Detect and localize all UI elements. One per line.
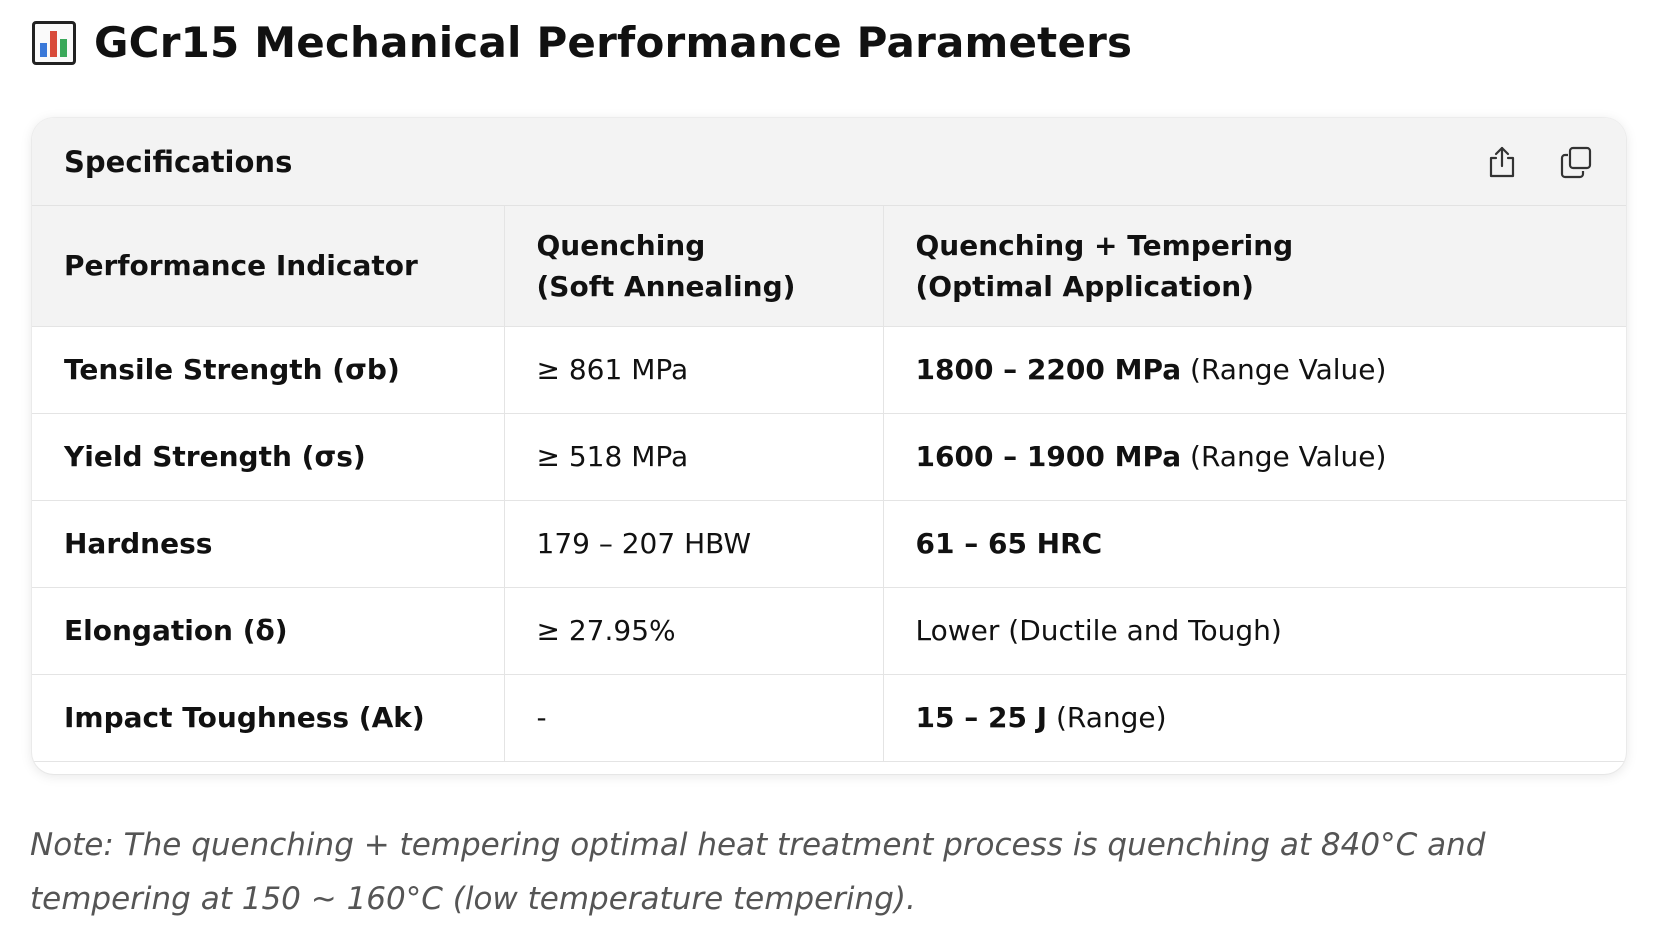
share-icon[interactable]	[1484, 144, 1520, 180]
table-row: Tensile Strength (σb) ≥ 861 MPa 1800 – 2…	[32, 326, 1626, 414]
table-row: Hardness 179 – 207 HBW 61 – 65 HRC	[32, 500, 1626, 588]
specifications-card: Specifications Performance Indicator Que…	[32, 118, 1626, 774]
table-row: Impact Toughness (Ak) - 15 – 25 J (Range…	[32, 674, 1626, 762]
annealed-value-cell: ≥ 518 MPa	[504, 413, 884, 501]
annealed-value-cell: ≥ 27.95%	[504, 587, 884, 675]
header-quenching-tempering: Quenching + Tempering (Optimal Applicatio…	[883, 206, 1626, 327]
indicator-cell: Elongation (δ)	[32, 587, 505, 675]
table-header-row: Performance Indicator Quenching (Soft Ann…	[32, 206, 1626, 327]
card-actions	[1484, 144, 1594, 180]
header-quenching-soft-annealing: Quenching (Soft Annealing)	[504, 206, 884, 327]
indicator-cell: Yield Strength (σs)	[32, 413, 505, 501]
annealed-value-cell: -	[504, 674, 884, 762]
page-title-text: GCr15 Mechanical Performance Parameters	[94, 18, 1133, 67]
tempered-value-cell: 61 – 65 HRC	[883, 500, 1626, 588]
header-performance-indicator: Performance Indicator	[32, 206, 505, 327]
annealed-value-cell: 179 – 207 HBW	[504, 500, 884, 588]
indicator-cell: Impact Toughness (Ak)	[32, 674, 505, 762]
tempered-value-cell: 15 – 25 J (Range)	[883, 674, 1626, 762]
card-header: Specifications	[32, 118, 1626, 206]
indicator-cell: Tensile Strength (σb)	[32, 326, 505, 414]
copy-icon[interactable]	[1558, 144, 1594, 180]
tempered-value-cell: Lower (Ductile and Tough)	[883, 587, 1626, 675]
page-title: GCr15 Mechanical Performance Parameters	[32, 18, 1132, 67]
table-row: Yield Strength (σs) ≥ 518 MPa 1600 – 190…	[32, 413, 1626, 501]
footnote: Note: The quenching + tempering optimal …	[30, 827, 1486, 917]
table-row: Elongation (δ) ≥ 27.95% Lower (Ductile a…	[32, 587, 1626, 675]
specifications-table: Performance Indicator Quenching (Soft Ann…	[32, 206, 1626, 762]
bar-chart-icon	[32, 20, 76, 65]
annealed-value-cell: ≥ 861 MPa	[504, 326, 884, 414]
card-title: Specifications	[64, 144, 293, 179]
tempered-value-cell: 1800 – 2200 MPa (Range Value)	[883, 326, 1626, 414]
tempered-value-cell: 1600 – 1900 MPa (Range Value)	[883, 413, 1626, 501]
indicator-cell: Hardness	[32, 500, 505, 588]
